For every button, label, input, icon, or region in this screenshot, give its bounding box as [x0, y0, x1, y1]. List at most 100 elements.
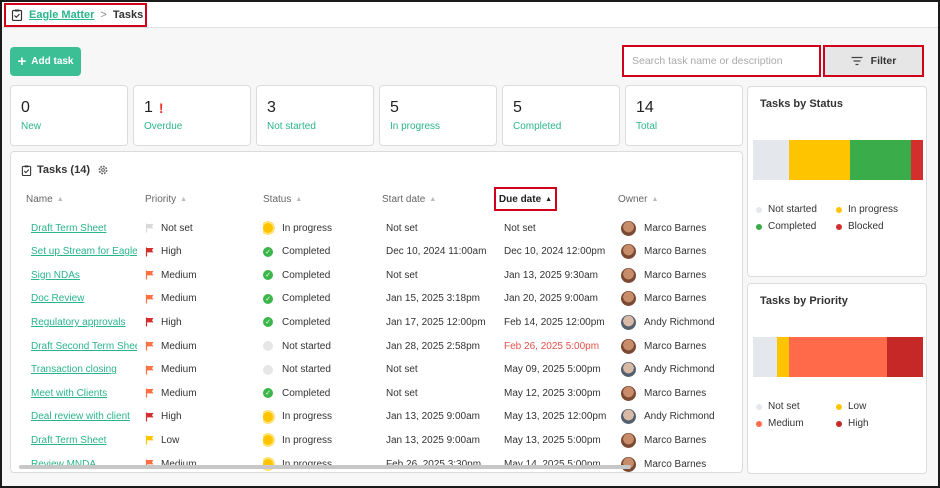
- due-date: Dec 10, 2024 12:00pm: [504, 246, 606, 258]
- task-name-link[interactable]: Meet with Clients: [31, 387, 108, 399]
- avatar: [621, 244, 636, 260]
- bar-segment: [753, 140, 790, 180]
- status-label[interactable]: Not started: [282, 364, 331, 376]
- search-input[interactable]: [622, 45, 821, 77]
- column-header-priority[interactable]: Priority ▲: [145, 194, 187, 205]
- legend-item: Not set: [756, 401, 836, 412]
- task-name-link[interactable]: Draft Term Sheet: [31, 222, 107, 234]
- table-row[interactable]: Deal review with client High In progress Ja…: [11, 405, 742, 429]
- start-date: Not set: [386, 269, 418, 281]
- legend-item: High: [836, 418, 916, 429]
- sort-icon: ▲: [651, 196, 659, 203]
- column-header-due-date[interactable]: Due date ▲: [494, 187, 557, 211]
- status-label[interactable]: Completed: [282, 246, 331, 258]
- owner-name: Marco Barnes: [644, 434, 707, 446]
- status-label[interactable]: In progress: [282, 222, 333, 234]
- table-row[interactable]: Draft Term Sheet Not set In progress Not se…: [11, 216, 742, 240]
- status-label[interactable]: In progress: [282, 458, 333, 470]
- owner-name: Marco Barnes: [644, 246, 707, 258]
- start-date: Dec 10, 2024 11:00am: [386, 246, 487, 258]
- column-header-start-date[interactable]: Start date ▲: [382, 194, 436, 205]
- table-row[interactable]: Meet with Clients Medium ✓ Completed Not set…: [11, 381, 742, 405]
- plus-icon: +: [17, 53, 27, 70]
- clipboard-check-icon: [11, 9, 23, 21]
- status-legend: Not started In progress Completed Blocked: [756, 204, 916, 232]
- sort-icon: ▲: [180, 196, 188, 203]
- status-label[interactable]: Completed: [282, 293, 331, 305]
- stat-not-started[interactable]: 3 Not started: [256, 85, 374, 146]
- status-label[interactable]: In progress: [282, 434, 333, 446]
- bar-segment: [850, 140, 911, 180]
- column-header-name[interactable]: Name ▲: [26, 194, 64, 205]
- task-name-link[interactable]: Transaction closing: [31, 364, 117, 376]
- task-name-link[interactable]: Draft Term Sheet: [31, 434, 107, 446]
- task-name-link[interactable]: Sign NDAs: [31, 269, 80, 281]
- status-label[interactable]: Completed: [282, 269, 331, 281]
- task-name-link[interactable]: Review MNDA: [31, 458, 97, 470]
- gear-icon[interactable]: [97, 164, 109, 176]
- priority-label[interactable]: High: [161, 246, 182, 258]
- check-circle-icon: ✓: [263, 293, 273, 304]
- flag-icon: [145, 270, 154, 280]
- table-row[interactable]: Set up Stream for Eagle Matter High ✓ Compl…: [11, 240, 742, 264]
- stat-value: 1: [144, 99, 153, 116]
- bar-segment: [789, 337, 887, 377]
- due-date: Jan 13, 2025 9:30am: [504, 269, 598, 281]
- task-name-link[interactable]: Doc Review: [31, 293, 85, 305]
- bar-segment: [777, 337, 790, 377]
- task-name-link[interactable]: Regulatory approvals: [31, 316, 126, 328]
- bar-segment: [886, 337, 923, 377]
- stat-value: 5: [390, 99, 399, 116]
- start-date: Not set: [386, 222, 418, 234]
- breadcrumb-project-link[interactable]: Eagle Matter: [29, 9, 95, 21]
- legend-dot: [756, 206, 762, 213]
- table-row[interactable]: Regulatory approvals High ✓ Completed Jan 17…: [11, 310, 742, 334]
- horizontal-scrollbar[interactable]: [19, 465, 631, 469]
- bar-segment: [753, 337, 778, 377]
- priority-label[interactable]: High: [161, 316, 182, 328]
- table-row[interactable]: Doc Review Medium ✓ Completed Jan 15, 2025 3…: [11, 287, 742, 311]
- owner-name: Andy Richmond: [644, 316, 715, 328]
- task-name-link[interactable]: Draft Second Term Sheet: [31, 340, 137, 352]
- status-label[interactable]: Not started: [282, 340, 331, 352]
- sort-icon: ▲: [56, 196, 64, 203]
- table-row[interactable]: Draft Term Sheet Low In progress Jan 13, 20…: [11, 428, 742, 452]
- table-row[interactable]: Draft Second Term Sheet Medium Not started…: [11, 334, 742, 358]
- clipboard-check-icon: [21, 164, 32, 176]
- stat-overdue[interactable]: 1! Overdue: [133, 85, 251, 146]
- flag-icon: [145, 247, 154, 257]
- status-label[interactable]: In progress: [282, 411, 333, 423]
- priority-label[interactable]: Medium: [161, 364, 197, 376]
- stat-completed[interactable]: 5 Completed: [502, 85, 620, 146]
- column-header-status[interactable]: Status ▲: [263, 194, 302, 205]
- add-task-button[interactable]: + Add task: [10, 47, 81, 76]
- task-name-link[interactable]: Set up Stream for Eagle Matter: [31, 246, 137, 258]
- stat-label: Not started: [267, 121, 316, 132]
- legend-item: Low: [836, 401, 916, 412]
- avatar: [621, 409, 636, 425]
- table-row[interactable]: Transaction closing Medium Not started Not …: [11, 358, 742, 382]
- column-header-owner[interactable]: Owner ▲: [618, 194, 658, 205]
- priority-label[interactable]: Low: [161, 434, 180, 446]
- priority-label[interactable]: Medium: [161, 269, 197, 281]
- stat-new[interactable]: 0 New: [10, 85, 128, 146]
- priority-label[interactable]: Medium: [161, 340, 197, 352]
- table-row[interactable]: Sign NDAs Medium ✓ Completed Not set Jan 13, …: [11, 263, 742, 287]
- status-label[interactable]: Completed: [282, 387, 331, 399]
- table-row[interactable]: Review MNDA Medium In progress Feb 26, 2025…: [11, 452, 742, 472]
- stat-total[interactable]: 14 Total: [625, 85, 743, 146]
- task-name-link[interactable]: Deal review with client: [31, 411, 130, 423]
- filter-button[interactable]: Filter: [823, 45, 924, 77]
- stat-in-progress[interactable]: 5 In progress: [379, 85, 497, 146]
- status-label[interactable]: Completed: [282, 316, 331, 328]
- legend-label: Not set: [768, 401, 800, 412]
- add-task-label: Add task: [31, 56, 74, 67]
- owner-name: Marco Barnes: [644, 458, 707, 470]
- priority-label[interactable]: High: [161, 411, 182, 423]
- priority-label[interactable]: Medium: [161, 387, 197, 399]
- sort-icon: ▲: [295, 196, 303, 203]
- priority-label[interactable]: Medium: [161, 293, 197, 305]
- priority-label[interactable]: Medium: [161, 458, 197, 470]
- priority-label[interactable]: Not set: [161, 222, 193, 234]
